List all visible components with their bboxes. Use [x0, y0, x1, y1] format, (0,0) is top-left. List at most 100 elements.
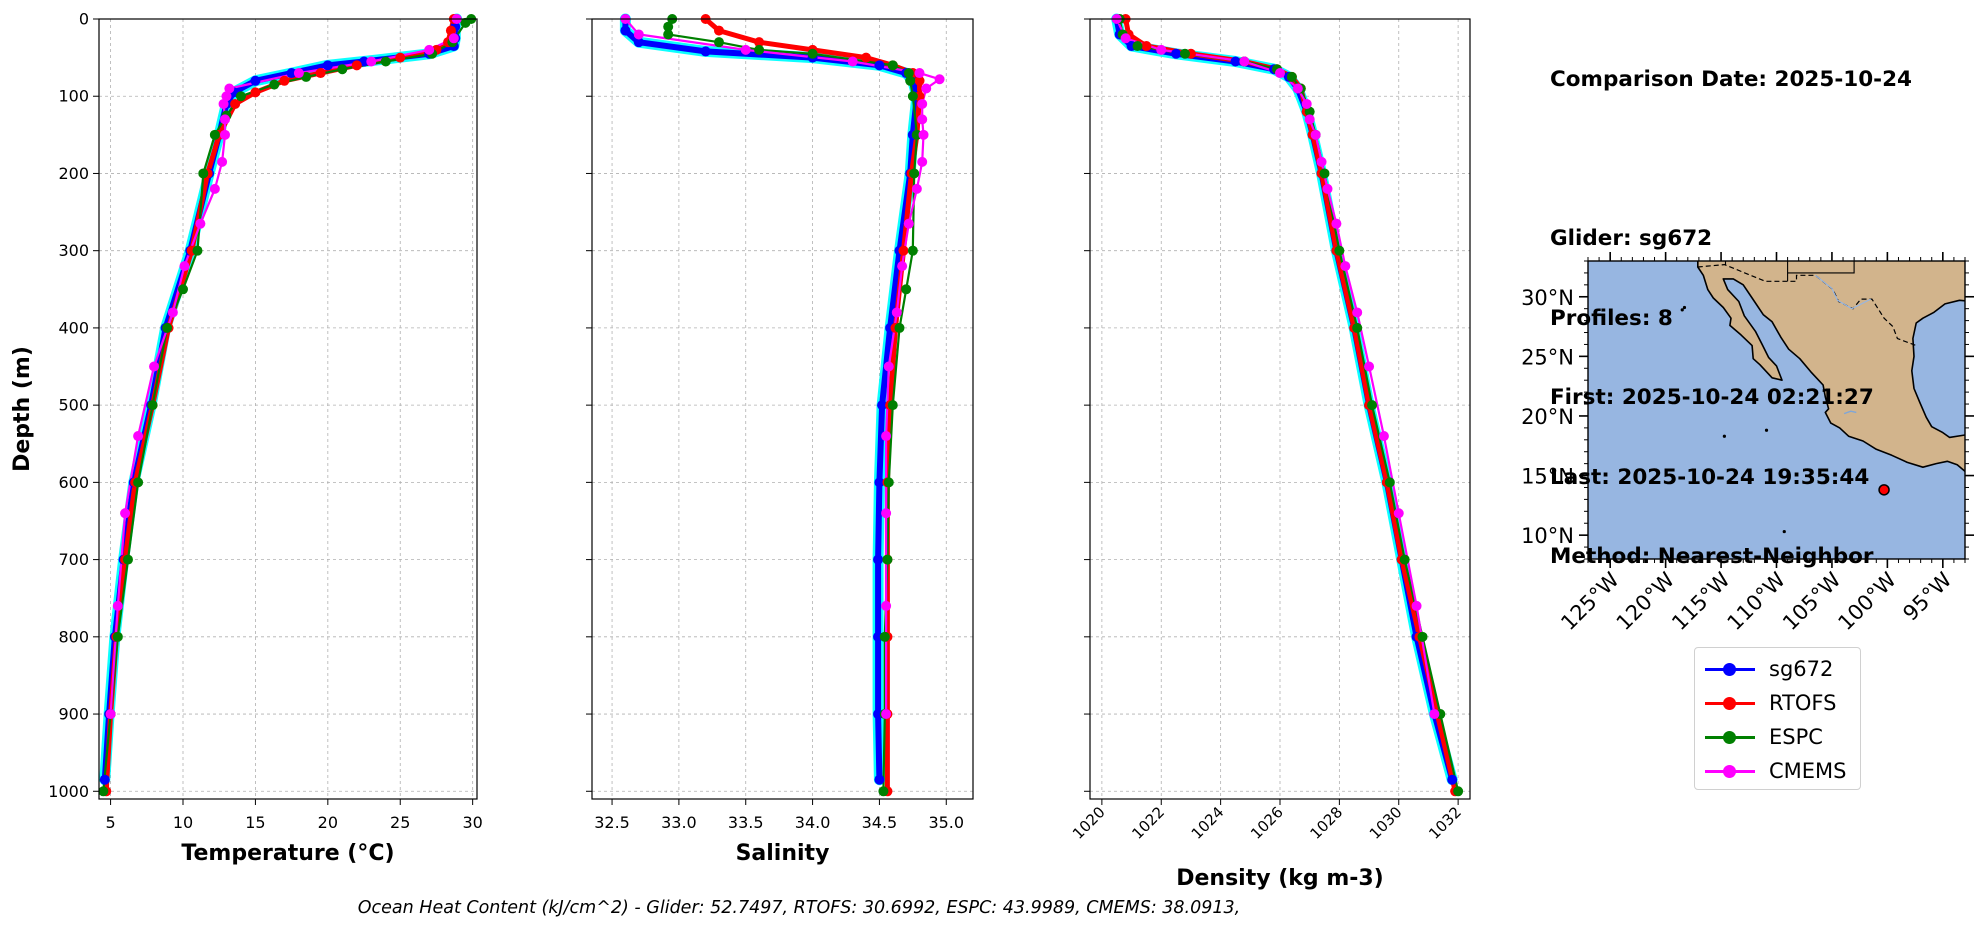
map-lat-label: 30°N: [1521, 286, 1574, 310]
data-point-sg672: [633, 37, 644, 48]
data-point-RTOFS: [754, 37, 765, 48]
data-point-CMEMS: [934, 74, 945, 85]
data-point-CMEMS: [914, 68, 925, 79]
map-lake: [1843, 410, 1857, 415]
series-envelope-sg672: [619, 13, 923, 786]
data-point-ESPC: [1384, 477, 1395, 488]
data-point-CMEMS: [209, 183, 220, 194]
map-land-group: [1680, 261, 1965, 534]
map-lat-label: 15°N: [1521, 465, 1574, 489]
first-time: First: 2025-10-24 02:21:27: [1550, 385, 1874, 410]
data-point-RTOFS: [250, 87, 261, 98]
y-tick-label: 300: [58, 241, 89, 260]
data-point-sg672: [877, 400, 888, 411]
legend-label: ESPC: [1769, 725, 1823, 749]
data-point-CMEMS: [897, 261, 908, 272]
data-point-ESPC: [380, 56, 391, 67]
data-point-sg672: [1230, 56, 1241, 67]
data-point-ESPC: [1453, 786, 1464, 797]
data-point-ESPC: [1180, 48, 1190, 59]
data-point-ESPC: [178, 284, 188, 295]
map-island: [1680, 308, 1684, 312]
data-point-CMEMS: [1411, 600, 1422, 611]
data-point-ESPC: [460, 17, 471, 28]
data-point-CMEMS: [1310, 129, 1321, 140]
data-point-CMEMS: [179, 261, 190, 272]
y-tick-label: 700: [58, 550, 89, 569]
map-island: [1764, 428, 1769, 432]
data-point-CMEMS: [1292, 83, 1303, 94]
x-tick-label: 33.5: [728, 813, 764, 832]
legend-marker-icon: [1723, 731, 1736, 744]
data-point-ESPC: [754, 44, 765, 55]
data-point-RTOFS: [230, 98, 241, 109]
x-tick-label: 1024: [1188, 803, 1228, 843]
data-point-CMEMS: [149, 361, 160, 372]
data-point-ESPC: [878, 786, 889, 797]
data-point-RTOFS: [445, 25, 456, 36]
data-point-ESPC: [714, 37, 724, 48]
legend: sg672 RTOFS ESPC CMEMS: [1694, 647, 1861, 790]
data-point-CMEMS: [448, 33, 459, 44]
data-point-ESPC: [1334, 245, 1345, 256]
map-island: [1682, 305, 1687, 310]
legend-label: CMEMS: [1769, 759, 1847, 783]
map-island: [1782, 529, 1786, 534]
data-point-CMEMS: [1304, 114, 1315, 125]
data-point-sg672: [873, 554, 884, 565]
data-point-CMEMS: [881, 709, 892, 720]
data-point-sg672: [874, 477, 885, 488]
y-tick-label: 100: [58, 87, 89, 106]
data-point-CMEMS: [167, 307, 178, 318]
data-point-CMEMS: [221, 91, 232, 102]
data-point-CMEMS: [133, 431, 144, 442]
x-tick-label: 20: [318, 813, 338, 832]
profile-panel-1: 32.5 33.0 33.5 34.0 34.5 35.0 Salinity: [586, 13, 974, 866]
y-tick-label: 200: [58, 164, 89, 183]
data-point-sg672: [620, 25, 631, 36]
data-point-CMEMS: [293, 68, 304, 79]
data-point-sg672: [700, 46, 711, 57]
data-point-sg672: [250, 75, 261, 86]
data-point-CMEMS: [911, 183, 922, 194]
data-point-ESPC: [894, 322, 905, 333]
map-lat-label: 10°N: [1521, 524, 1574, 548]
series-line-CMEMS: [624, 18, 941, 714]
data-point-ESPC: [1286, 71, 1297, 82]
data-point-ESPC: [1367, 400, 1378, 411]
data-point-CMEMS: [217, 156, 228, 167]
data-point-ESPC: [905, 75, 916, 86]
data-point-CMEMS: [891, 307, 902, 318]
profile-panel-0: 5 10 15 20 25 3001002003004005006007008009001…: [10, 10, 483, 867]
data-point-ESPC: [901, 284, 912, 295]
axes-frame: [591, 18, 974, 800]
map-lat-label: 25°N: [1521, 345, 1574, 369]
x-tick-label: 1022: [1128, 803, 1168, 843]
comparison-date: Comparison Date: 2025-10-24: [1550, 67, 1913, 92]
data-point-RTOFS: [395, 52, 406, 63]
data-point-CMEMS: [847, 56, 858, 67]
info-text: Comparison Date: 2025-10-24 Glider: sg67…: [1550, 14, 1912, 597]
x-tick-label: 1028: [1306, 803, 1346, 843]
x-tick-label: 1020: [1069, 803, 1109, 843]
y-tick-label: 0: [79, 10, 89, 29]
data-point-ESPC: [112, 631, 123, 642]
data-point-CMEMS: [112, 600, 123, 611]
series-line-CMEMS: [1115, 18, 1436, 715]
data-point-CMEMS: [1429, 709, 1440, 720]
data-point-RTOFS: [1141, 41, 1152, 52]
x-tick-label: 25: [390, 813, 410, 832]
data-point-ESPC: [133, 477, 144, 488]
data-point-sg672: [1171, 48, 1182, 59]
data-point-CMEMS: [881, 431, 892, 442]
x-axis-label: Temperature (°C): [181, 841, 394, 866]
legend-marker-icon: [1723, 697, 1736, 710]
data-point-ESPC: [269, 79, 280, 90]
data-point-CMEMS: [1301, 98, 1312, 109]
data-point-CMEMS: [1364, 361, 1375, 372]
x-tick-label: 34.0: [795, 813, 831, 832]
glider-name: Glider: sg672: [1550, 226, 1713, 251]
data-point-CMEMS: [883, 361, 894, 372]
legend-label: sg672: [1769, 657, 1834, 681]
